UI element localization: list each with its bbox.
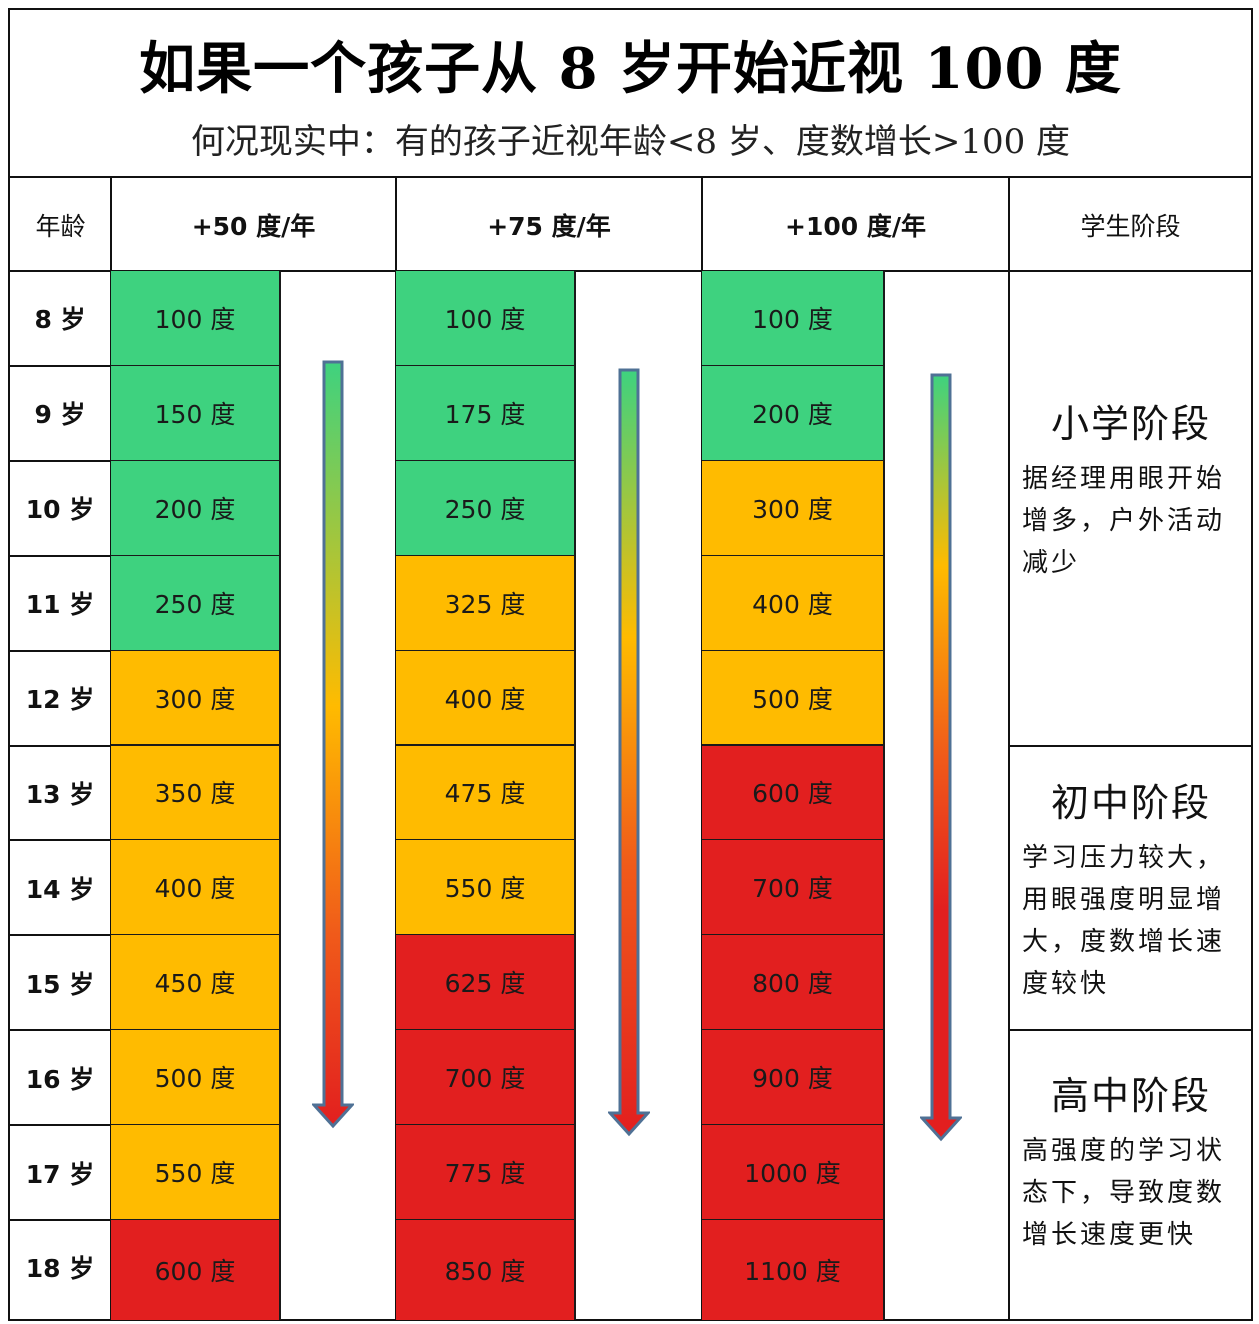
myopia-value-cell: 775 度 bbox=[396, 1125, 576, 1221]
age-cell: 13 岁 bbox=[10, 747, 110, 840]
myopia-value-cell: 800 度 bbox=[702, 935, 885, 1031]
page-title: 如果一个孩子从 8 岁开始近视 100 度 bbox=[10, 24, 1251, 105]
myopia-value-cell: 200 度 bbox=[702, 366, 885, 462]
stage-title: 小学阶段 bbox=[1022, 393, 1240, 448]
age-cell: 16 岁 bbox=[10, 1031, 110, 1124]
age-cell: 14 岁 bbox=[10, 841, 110, 934]
myopia-value-cell: 625 度 bbox=[396, 935, 576, 1031]
myopia-value-cell: 900 度 bbox=[702, 1030, 885, 1126]
myopia-value-cell: 250 度 bbox=[111, 556, 281, 652]
header-rate-100: +100 度/年 bbox=[702, 179, 1009, 271]
myopia-value-cell: 325 度 bbox=[396, 556, 576, 652]
myopia-value-cell: 400 度 bbox=[396, 651, 576, 747]
age-cell: 8 岁 bbox=[10, 272, 110, 365]
myopia-value-cell: 500 度 bbox=[702, 651, 885, 747]
arrow-down-icon bbox=[312, 360, 354, 1130]
myopia-value-cell: 550 度 bbox=[111, 1125, 281, 1221]
arrow-down-icon bbox=[920, 373, 962, 1143]
stage-desc: 据经理用眼开始增多，户外活动减少 bbox=[1022, 458, 1240, 584]
myopia-value-cell: 300 度 bbox=[111, 651, 281, 747]
title-area: 如果一个孩子从 8 岁开始近视 100 度 何况现实中：有的孩子近视年龄<8 岁… bbox=[10, 10, 1251, 178]
myopia-value-cell: 300 度 bbox=[702, 461, 885, 557]
age-cell: 9 岁 bbox=[10, 367, 110, 460]
myopia-value-cell: 100 度 bbox=[702, 271, 885, 367]
myopia-value-cell: 550 度 bbox=[396, 840, 576, 936]
myopia-value-cell: 350 度 bbox=[111, 746, 281, 842]
stage-senior-high: 高中阶段 高强度的学习状态下，导致度数增长速度更快 bbox=[1010, 1031, 1252, 1320]
header-stage: 学生阶段 bbox=[1009, 179, 1252, 271]
myopia-value-cell: 700 度 bbox=[396, 1030, 576, 1126]
myopia-value-cell: 400 度 bbox=[111, 840, 281, 936]
myopia-value-cell: 1000 度 bbox=[702, 1125, 885, 1221]
age-cell: 18 岁 bbox=[10, 1221, 110, 1314]
myopia-value-cell: 150 度 bbox=[111, 366, 281, 462]
myopia-value-cell: 175 度 bbox=[396, 366, 576, 462]
header-rate-50: +50 度/年 bbox=[111, 179, 396, 271]
age-cell: 10 岁 bbox=[10, 462, 110, 555]
age-cell: 17 岁 bbox=[10, 1126, 110, 1219]
header-age: 年龄 bbox=[10, 179, 111, 271]
myopia-value-cell: 450 度 bbox=[111, 935, 281, 1031]
myopia-value-cell: 250 度 bbox=[396, 461, 576, 557]
stage-title: 高中阶段 bbox=[1022, 1065, 1240, 1120]
myopia-value-cell: 1100 度 bbox=[702, 1220, 885, 1320]
stage-primary: 小学阶段 据经理用眼开始增多，户外活动减少 bbox=[1010, 272, 1252, 745]
myopia-value-cell: 200 度 bbox=[111, 461, 281, 557]
age-cell: 15 岁 bbox=[10, 936, 110, 1029]
myopia-value-cell: 400 度 bbox=[702, 556, 885, 652]
myopia-value-cell: 600 度 bbox=[702, 746, 885, 842]
myopia-value-cell: 600 度 bbox=[111, 1220, 281, 1320]
stage-desc: 高强度的学习状态下，导致度数增长速度更快 bbox=[1022, 1130, 1240, 1256]
myopia-value-cell: 700 度 bbox=[702, 840, 885, 936]
myopia-value-cell: 475 度 bbox=[396, 746, 576, 842]
myopia-value-cell: 850 度 bbox=[396, 1220, 576, 1320]
header-rate-75: +75 度/年 bbox=[396, 179, 702, 271]
arrow-down-icon bbox=[608, 368, 650, 1138]
page-subtitle: 何况现实中：有的孩子近视年龄<8 岁、度数增长>100 度 bbox=[10, 114, 1251, 163]
stage-desc: 学习压力较大，用眼强度明显增大，度数增长速度较快 bbox=[1022, 837, 1240, 1005]
stage-junior-high: 初中阶段 学习压力较大，用眼强度明显增大，度数增长速度较快 bbox=[1010, 747, 1252, 1029]
age-cell: 11 岁 bbox=[10, 557, 110, 650]
stage-title: 初中阶段 bbox=[1022, 772, 1240, 827]
myopia-value-cell: 500 度 bbox=[111, 1030, 281, 1126]
age-cell: 12 岁 bbox=[10, 652, 110, 745]
myopia-value-cell: 100 度 bbox=[111, 271, 281, 367]
myopia-value-cell: 100 度 bbox=[396, 271, 576, 367]
